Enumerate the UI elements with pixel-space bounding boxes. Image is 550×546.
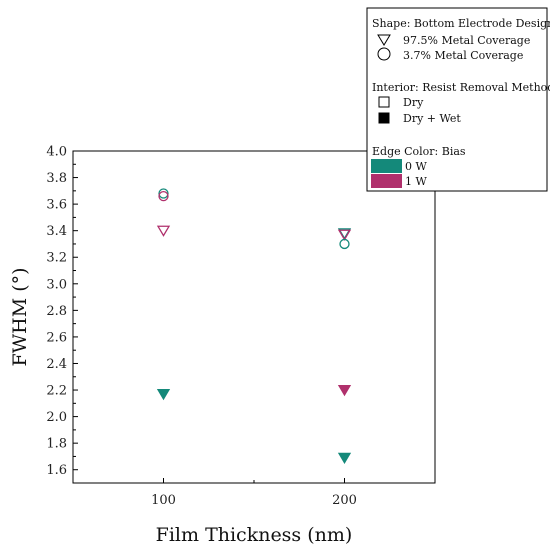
- legend-shape-item-1: 3.7% Metal Coverage: [403, 49, 523, 62]
- x-axis-title: Film Thickness (nm): [156, 524, 353, 546]
- y-tick-label: 2.6: [46, 330, 67, 345]
- x-axis-ticks: 100 200: [151, 478, 357, 508]
- x-tick-label: 100: [151, 493, 176, 508]
- legend-interior-item-1: Dry + Wet: [403, 112, 461, 125]
- data-point: [156, 225, 171, 237]
- legend-interior-title: Interior: Resist Removal Method: [372, 81, 550, 94]
- y-tick-label: 1.6: [46, 463, 67, 478]
- y-tick-label: 3.6: [46, 198, 67, 213]
- legend-shape-title: Shape: Bottom Electrode Design: [372, 17, 550, 30]
- legend-triangle-icon: [377, 34, 391, 46]
- data-point: [339, 238, 350, 250]
- y-tick-label: 3.2: [46, 251, 67, 266]
- data-point: [337, 452, 352, 464]
- legend-edge-item-1: 1 W: [405, 175, 427, 188]
- y-tick-label: 1.8: [46, 437, 67, 452]
- y-axis-ticks: 1.6 1.8 2.0 2.2 2.4 2.6 2.8 3.0 3.2 3.4 3.6 3.8 4.0: [46, 145, 78, 484]
- y-tick-label: 2.4: [46, 357, 67, 372]
- x-tick-label: 200: [332, 493, 357, 508]
- data-point: [337, 229, 352, 241]
- y-tick-label: 3.8: [46, 171, 67, 186]
- y-tick-label: 2.0: [46, 410, 67, 425]
- data-point: [158, 191, 169, 202]
- data-point: [156, 388, 171, 401]
- y-tick-label: 2.8: [46, 304, 67, 319]
- y-tick-label: 3.0: [46, 277, 67, 292]
- legend: Shape: Bottom Electrode Design 97.5% Met…: [366, 7, 550, 192]
- legend-filled-square-icon: [378, 112, 390, 124]
- y-tick-label: 2.2: [46, 384, 67, 399]
- y-axis-title: FWHM (°): [9, 267, 31, 366]
- legend-interior-item-0: Dry: [403, 96, 424, 109]
- legend-edge-item-0: 0 W: [405, 160, 427, 173]
- data-points: [156, 188, 352, 464]
- plot-frame: [72, 150, 436, 484]
- legend-swatch-1w: [371, 174, 402, 188]
- legend-shape-item-0: 97.5% Metal Coverage: [403, 34, 530, 47]
- data-point: [158, 188, 169, 199]
- legend-swatch-0w: [371, 159, 402, 173]
- y-tick-label: 4.0: [46, 145, 67, 160]
- data-point: [337, 384, 352, 397]
- legend-open-square-icon: [378, 96, 390, 108]
- legend-circle-icon: [377, 47, 391, 61]
- data-point: [337, 228, 352, 240]
- legend-edge-title: Edge Color: Bias: [372, 145, 466, 158]
- y-tick-label: 3.4: [46, 224, 67, 239]
